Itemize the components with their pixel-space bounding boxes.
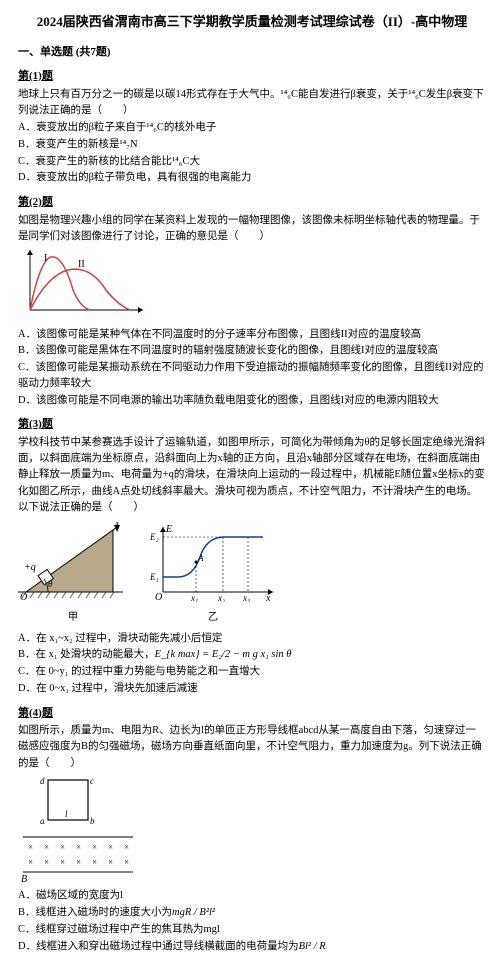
svg-text:×: × (60, 842, 65, 852)
origin-O: O (155, 592, 162, 602)
page-title: 2024届陕西省渭南市高三下学期教学质量检测考试理综试卷（II）-高中物理 (18, 12, 486, 32)
corner-b: b (90, 816, 95, 826)
q4-optA: A．磁场区域的宽度为l (18, 888, 486, 904)
energy-graph-icon: A E E₂ E₁ O x₁ x₂ x₃ x (148, 522, 278, 602)
q1-optB: B．衰变产生的新核是¹⁴₇N (18, 137, 486, 153)
svg-text:×: × (92, 857, 97, 867)
charge-label: +q (24, 562, 36, 573)
curve-label-1: I (44, 253, 47, 264)
q3-optB: B．在 x₁ 处滑块的动能最大，E_{k max} = E₂/2 − m g x… (18, 647, 486, 663)
svg-text:×: × (76, 857, 81, 867)
q2-optA: A．该图像可能是某种气体在不同温度时的分子速率分布图像，且图线II对应的温度较高 (18, 327, 486, 343)
q4-figure: d c a b l × × × × × × × × × × × × × × B (18, 772, 486, 888)
theta-label: θ (48, 579, 53, 589)
q3-body: 学校科技节中某参赛选手设计了运输轨道，如图甲所示，可简化为带倾角为θ的足够长固定… (18, 435, 486, 516)
curve-label-2: II (78, 259, 85, 270)
axis-E-label: E (165, 524, 172, 535)
q4-body: 如图所示，质量为m、电阻为R、边长为l的单匝正方形导线框abcd从某一高度自由下… (18, 723, 486, 772)
field-B-label: B (21, 874, 27, 882)
E2-label: E₂ (149, 532, 159, 542)
q3-optC: C．在 0~y₁ 的过程中重力势能与电势能之和一直增大 (18, 664, 486, 680)
corner-d: d (40, 776, 45, 786)
svg-text:×: × (124, 857, 129, 867)
q2-number: 第(2)题 (18, 194, 486, 211)
axis-x: x (265, 593, 271, 602)
q1-body: 地球上只有百万分之一的碳是以碳14形式存在于大气中。¹⁴₆C能自发进行β衰变，关… (18, 87, 486, 120)
section-header: 一、单选题 (共7题) (18, 44, 486, 61)
q3-optD: D．在 0~x₁ 过程中，滑块先加速后减速 (18, 681, 486, 697)
q1-optD: D．衰变放出的β粒子带负电，具有很强的电离能力 (18, 170, 486, 186)
fig-caption-a: 甲 (18, 610, 128, 625)
incline-diagram-icon: x +q θ O (18, 522, 128, 602)
q4-optC: C．线框穿过磁场过程中产生的焦耳热为mgl (18, 922, 486, 938)
q4-optD: D．线框进入和穿出磁场过程中通过导线横截面的电荷量均为Bl² / R (18, 939, 486, 955)
fig-caption-b: 乙 (148, 610, 278, 625)
svg-text:×: × (44, 842, 49, 852)
q1-optA: A．衰变放出的β粒子来自于¹⁴₆C的核外电子 (18, 120, 486, 136)
x3-label: x₃ (242, 593, 250, 602)
svg-text:×: × (108, 857, 113, 867)
E1-label: E₁ (149, 572, 159, 582)
q3-number: 第(3)题 (18, 416, 486, 433)
axis-x-label: x (114, 522, 120, 529)
q2-optD: D．该图像可能是不同电源的输出功率随负载电阻变化的图像，且图线I对应的电源内阻较… (18, 393, 486, 409)
svg-text:×: × (108, 842, 113, 852)
point-A-label: A (197, 553, 204, 563)
svg-text:×: × (92, 842, 97, 852)
q3-optB-formula: E_{k max} = E₂/2 − m g x₁ sin θ (155, 649, 292, 660)
q4-optD-formula: Bl² / R (299, 941, 326, 952)
q1-number: 第(1)题 (18, 68, 486, 85)
q1-optC: C．衰变产生的新核的比结合能比¹⁴₆C大 (18, 154, 486, 170)
svg-text:×: × (124, 842, 129, 852)
q2-optB: B．该图像可能是黑体在不同温度时的辐射强度随波长变化的图像，且图线I对应的温度较… (18, 343, 486, 359)
q3-optA: A．在 x₁~x₂ 过程中，滑块动能先减小后恒定 (18, 631, 486, 647)
svg-text:×: × (28, 857, 33, 867)
curve-chart-icon: I II (18, 245, 148, 320)
corner-a: a (40, 816, 45, 826)
x1-label: x₁ (190, 593, 198, 602)
svg-text:×: × (28, 842, 33, 852)
q2-body: 如图是物理兴趣小组的同学在某资料上发现的一幅物理图像，该图像未标明坐标轴代表的物… (18, 213, 486, 246)
svg-text:×: × (44, 857, 49, 867)
svg-text:×: × (76, 842, 81, 852)
q3-figures: x +q θ O 甲 (18, 522, 486, 625)
q4-optB: B．线框进入磁场时的速度大小为mgR / B²l² (18, 905, 486, 921)
coil-field-diagram-icon: d c a b l × × × × × × × × × × × × × × B (18, 772, 138, 882)
x2-label: x₂ (217, 593, 225, 602)
q2-figure: I II (18, 245, 486, 326)
q2-optC: C．该图像可能是某振动系统在不同驱动力作用下受迫振动的振幅随频率变化的图像，且图… (18, 360, 486, 392)
side-l: l (65, 809, 68, 819)
origin-label: O (20, 592, 27, 602)
corner-c: c (90, 776, 94, 786)
svg-text:×: × (60, 857, 65, 867)
q4-optB-formula: mgR / B²l² (172, 907, 215, 918)
